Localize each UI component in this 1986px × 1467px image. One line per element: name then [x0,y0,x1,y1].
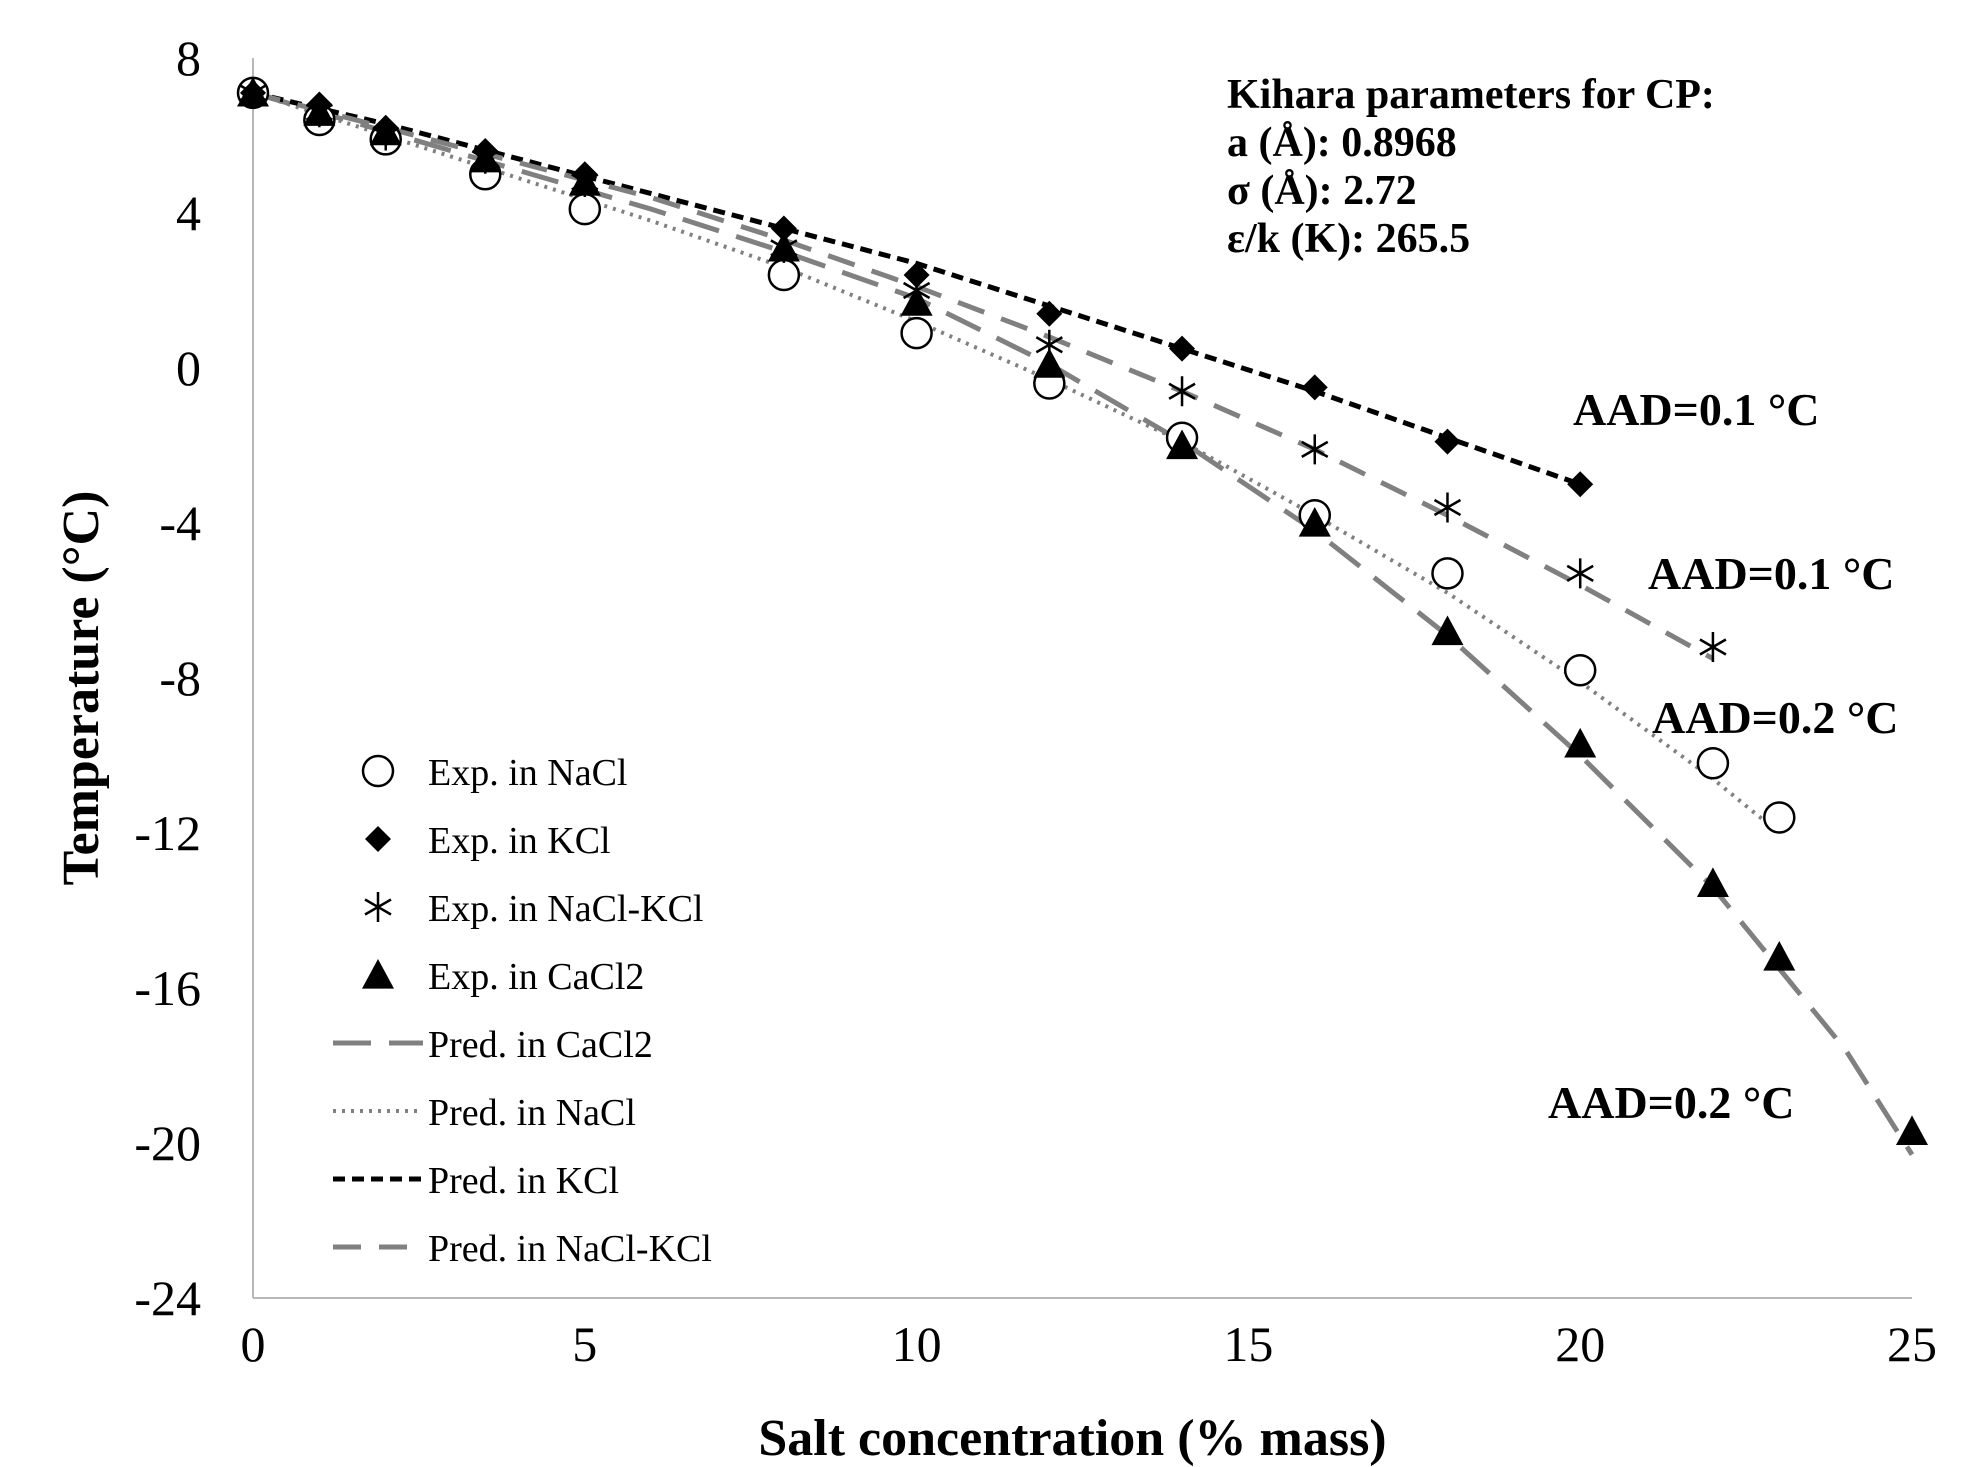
point-exp-in-cacl2 [568,166,601,196]
point-exp-in-kcl [1036,300,1063,327]
axes: 0 5 10 15 20 25 8 4 0 -4 -8 -12 -16 -20 -24 [134,30,1937,1372]
point-exp-in-kcl [770,215,797,242]
legend-label: Pred. in NaCl-KCl [428,1228,712,1270]
aad-label: AAD=0.1 °C [1573,384,1820,435]
aad-label: AAD=0.2 °C [1548,1077,1795,1128]
y-tick-label: -24 [134,1270,201,1326]
point-exp-in-nacl [900,316,933,350]
line-pred-in-cacl2 [252,90,1915,1156]
kihara-line: ε/k (K): 265.5 [1227,216,1470,262]
point-exp-in-cacl2 [1166,429,1199,460]
point-exp-in-kcl [903,262,930,288]
point-exp-in-nacl-kcl [1301,434,1329,465]
line-pred-in-nacl-kcl [252,90,1715,661]
legend-label: Exp. in NaCl-KCl [428,888,703,930]
point-exp-in-cacl2 [1033,348,1066,378]
point-exp-in-cacl2 [1896,1115,1928,1145]
point-exp-in-kcl [1567,471,1594,498]
y-axis-title: Temperature (°C) [53,491,110,886]
point-exp-in-cacl2 [1564,727,1597,758]
point-exp-in-nacl-kcl [1433,492,1462,523]
kihara-line: Kihara parameters for CP: [1227,72,1715,118]
legend-label: Pred. in CaCl2 [428,1024,653,1066]
point-exp-in-nacl [1763,801,1796,834]
legend-label: Exp. in KCl [428,820,611,862]
x-tick-label: 0 [241,1316,266,1372]
x-tick-label: 20 [1555,1316,1605,1372]
y-tick-label: -12 [134,805,201,861]
x-axis-title: Salt concentration (% mass) [758,1410,1386,1467]
y-tick-label: 0 [176,340,201,396]
x-tick-label: 25 [1887,1316,1937,1372]
point-exp-in-cacl2 [369,115,402,146]
legend-marker-exp-in-nacl [361,754,395,788]
point-exp-in-kcl [1434,428,1461,455]
point-exp-in-nacl [1696,747,1730,780]
point-exp-in-nacl-kcl [1168,376,1196,407]
y-tick-label: -16 [134,960,201,1016]
legend-label: Pred. in NaCl [428,1092,636,1134]
point-exp-in-nacl [568,192,602,226]
point-exp-in-nacl-kcl [1566,558,1594,589]
point-exp-in-cacl2 [237,76,269,107]
point-exp-in-nacl [767,258,801,292]
point-exp-in-cacl2 [303,96,336,126]
point-exp-in-kcl [1301,374,1328,401]
legend-label: Exp. in NaCl [428,752,627,794]
point-exp-in-cacl2 [469,142,502,173]
y-tick-label: 4 [176,185,201,241]
legend-label: Exp. in CaCl2 [428,956,644,998]
y-tick-label: 8 [176,30,201,86]
aad-label: AAD=0.2 °C [1652,692,1899,743]
point-exp-in-cacl2 [767,231,800,262]
y-tick-label: -4 [159,495,201,551]
chart-text: Salt concentration (% mass) Temperature (… [53,72,1899,1467]
aad-label: AAD=0.1 °C [1648,548,1895,599]
point-exp-in-nacl-kcl [1699,632,1727,662]
point-exp-in-cacl2 [900,286,933,316]
point-exp-in-kcl [1169,335,1196,362]
y-tick-label: -20 [134,1115,201,1171]
point-exp-in-nacl [1563,654,1597,687]
legend: Exp. in NaCl Exp. in KCl Exp. in NaCl-KCl E… [333,752,712,1270]
kihara-line: σ (Å): 2.72 [1227,168,1417,214]
point-exp-in-cacl2 [1696,867,1729,897]
point-exp-in-cacl2 [1298,507,1331,537]
point-exp-in-cacl2 [1431,615,1464,646]
kihara-line: a (Å): 0.8968 [1227,120,1457,166]
line-pred-in-nacl [252,90,1781,835]
legend-marker-exp-in-cacl2 [362,959,394,989]
point-exp-in-nacl [1431,557,1464,590]
point-exp-in-cacl2 [1763,941,1796,971]
x-tick-label: 15 [1223,1316,1273,1372]
legend-label: Pred. in KCl [428,1160,619,1202]
experimental-markers [236,76,1928,1145]
x-tick-label: 10 [892,1316,942,1372]
y-tick-label: -8 [159,650,201,706]
legend-marker-exp-in-nacl-kcl [364,892,392,922]
x-tick-label: 5 [572,1316,597,1372]
legend-marker-exp-in-kcl [365,826,391,852]
